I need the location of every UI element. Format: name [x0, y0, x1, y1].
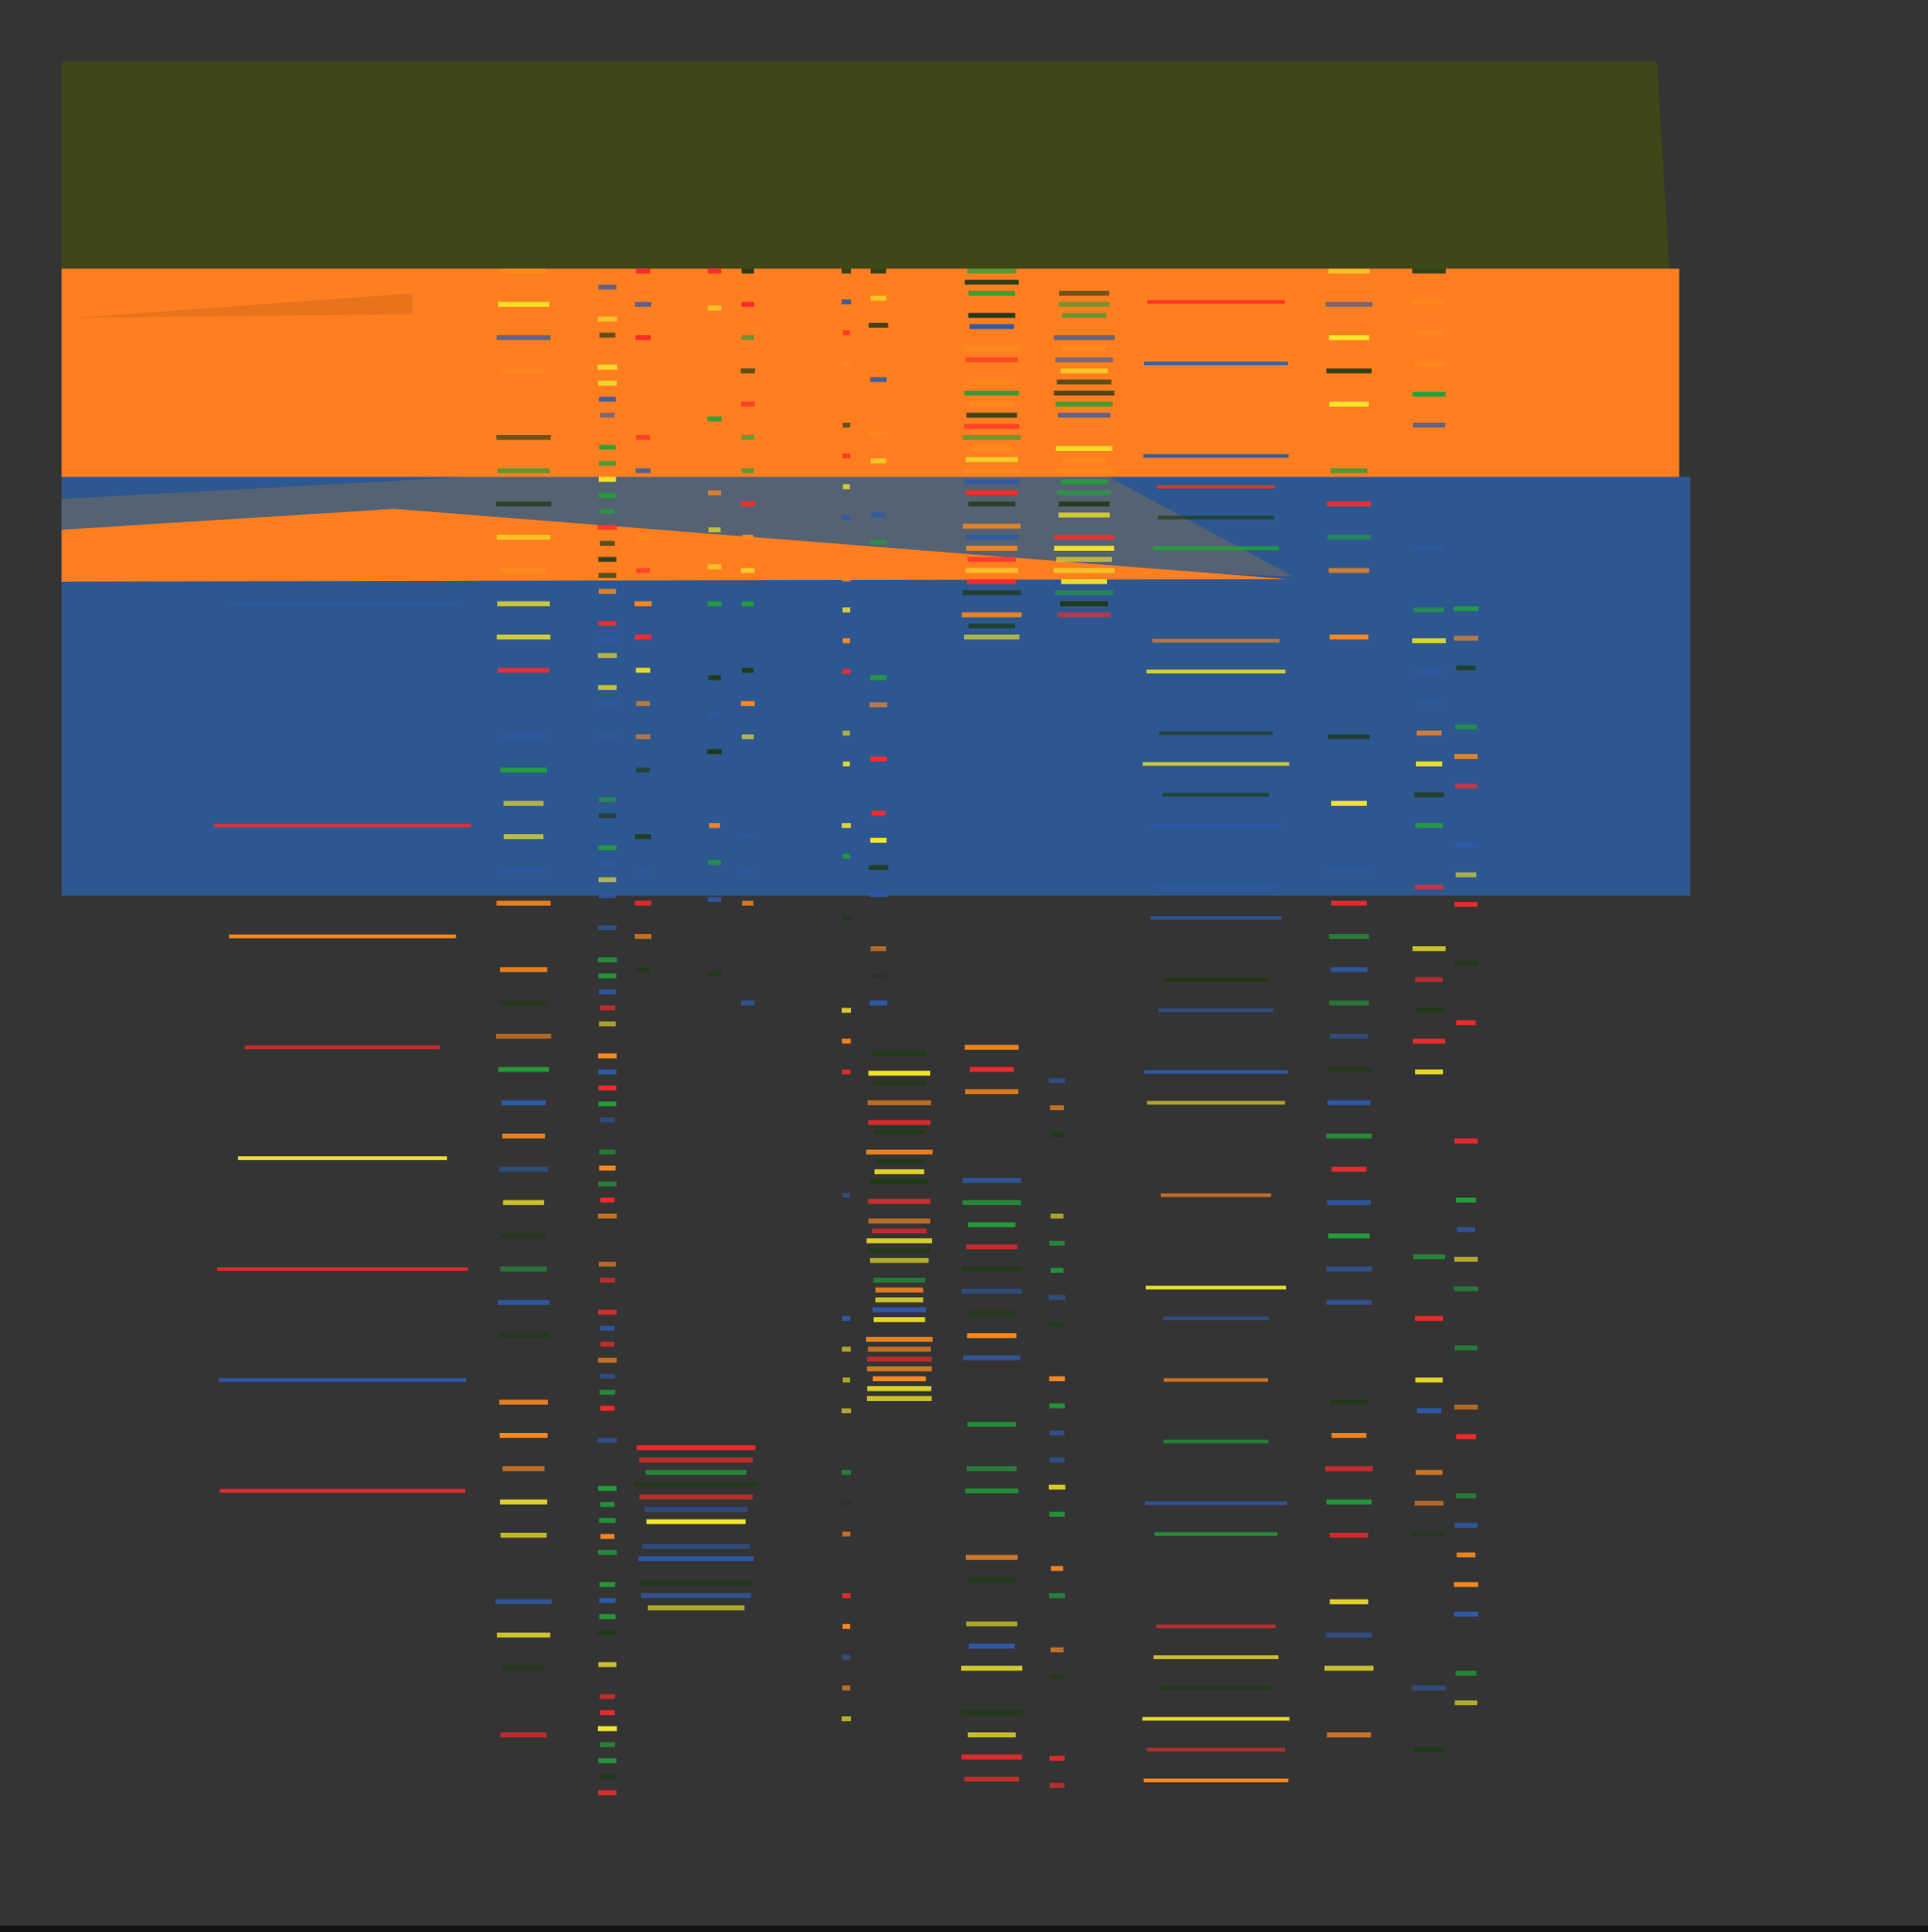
olive-band — [61, 61, 1670, 269]
orange-band — [61, 268, 1679, 477]
orange-wedge — [61, 508, 1288, 582]
blue-band — [61, 476, 1691, 896]
bottom-edge — [0, 1925, 1928, 1932]
dash-marks — [214, 268, 1479, 1795]
